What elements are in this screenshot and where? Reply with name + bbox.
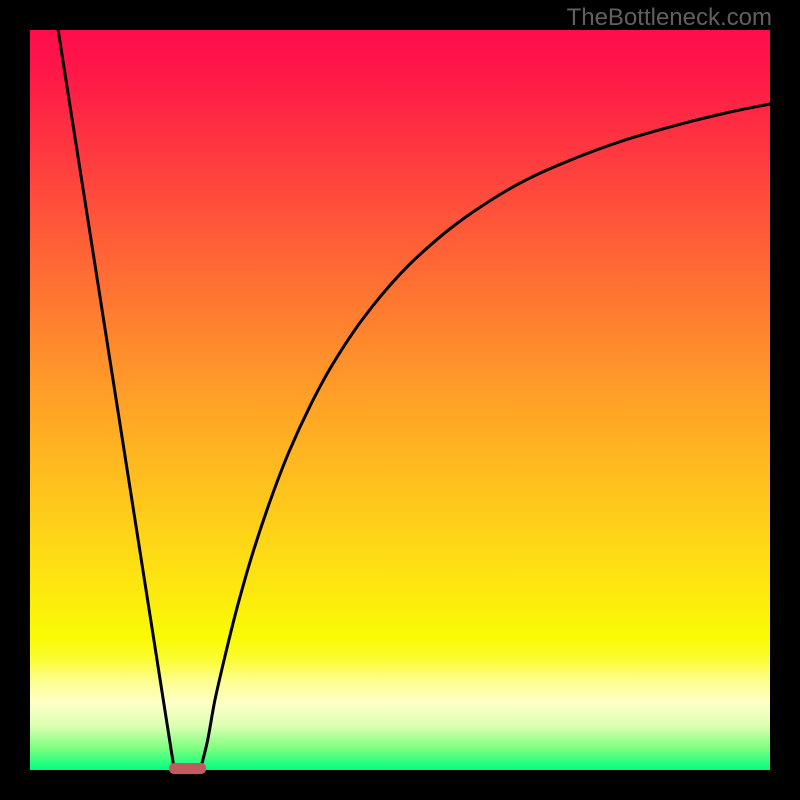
bottleneck-marker [169, 763, 206, 774]
chart-frame: TheBottleneck.com [0, 0, 800, 800]
watermark-text: TheBottleneck.com [567, 4, 772, 32]
bottleneck-chart [0, 0, 800, 800]
gradient-background [30, 30, 770, 770]
